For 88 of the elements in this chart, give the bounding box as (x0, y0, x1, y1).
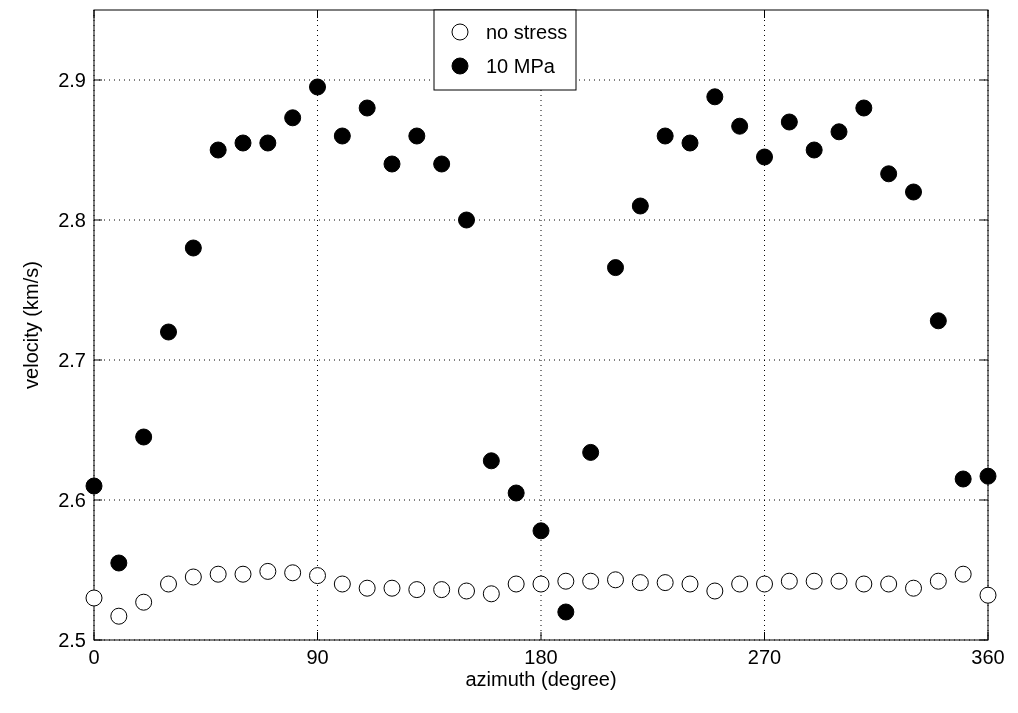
point (309, 567, 326, 585)
point (358, 99, 376, 117)
point (110, 607, 128, 625)
point (85, 477, 103, 495)
point (358, 579, 376, 597)
point (607, 259, 624, 277)
point (756, 148, 773, 166)
point (929, 312, 947, 330)
point (433, 581, 451, 599)
point (135, 428, 153, 446)
point (880, 165, 898, 183)
point (333, 575, 351, 593)
point (656, 127, 674, 145)
point (135, 593, 153, 611)
point (805, 141, 823, 159)
point (184, 239, 202, 257)
point (954, 565, 972, 583)
point (656, 574, 674, 592)
point (507, 484, 525, 502)
y-tick-label: 2.9 (58, 69, 86, 91)
point (383, 155, 401, 173)
point (830, 572, 848, 590)
point (284, 109, 302, 127)
point (855, 575, 873, 593)
point (433, 155, 451, 173)
point (681, 134, 699, 152)
point (582, 443, 600, 461)
point (557, 603, 575, 621)
point (780, 113, 798, 131)
x-tick-label: 90 (306, 646, 329, 668)
point (880, 575, 898, 593)
point (979, 467, 997, 485)
point (408, 127, 426, 145)
y-axis-title: velocity (km/s) (20, 261, 42, 389)
point (631, 574, 649, 592)
point (582, 572, 600, 590)
point (259, 562, 277, 580)
point (855, 99, 873, 117)
point (507, 575, 525, 593)
x-tick-label: 270 (747, 646, 782, 668)
point (482, 585, 500, 603)
point (631, 197, 649, 215)
point (557, 572, 575, 590)
point (706, 88, 724, 106)
x-tick-label: 180 (524, 646, 558, 668)
x-axis-title: azimuth (degree) (465, 668, 617, 690)
point (160, 575, 177, 593)
point (905, 579, 922, 597)
point (482, 452, 500, 470)
point (805, 572, 823, 590)
y-tick-label: 2.7 (58, 349, 86, 371)
point (731, 117, 749, 135)
legend-label: 10 MPa (486, 55, 556, 77)
legend-label: no stress (486, 21, 568, 43)
point (532, 522, 550, 540)
point (731, 575, 749, 593)
point (756, 575, 773, 593)
point (979, 586, 997, 604)
point (607, 571, 624, 589)
point (458, 211, 475, 229)
point (234, 134, 252, 152)
point (160, 323, 177, 341)
point (830, 123, 848, 141)
point (209, 565, 227, 583)
point (408, 581, 426, 599)
point (209, 141, 227, 159)
point (681, 575, 699, 593)
point (309, 78, 326, 96)
point (532, 575, 550, 593)
point (234, 565, 252, 583)
point (780, 572, 798, 590)
x-tick-label: 0 (88, 646, 100, 668)
point (259, 134, 277, 152)
y-tick-label: 2.8 (58, 209, 86, 231)
point (929, 572, 947, 590)
x-tick-label: 360 (971, 646, 1005, 668)
point (706, 582, 724, 600)
point (905, 183, 922, 201)
point (110, 554, 128, 572)
y-tick-label: 2.6 (58, 489, 86, 511)
point (383, 579, 401, 597)
point (458, 582, 475, 600)
point (85, 589, 103, 607)
point (333, 127, 351, 145)
y-tick-label: 2.5 (58, 629, 86, 651)
point (284, 564, 302, 582)
point (184, 568, 202, 586)
point (954, 470, 972, 488)
